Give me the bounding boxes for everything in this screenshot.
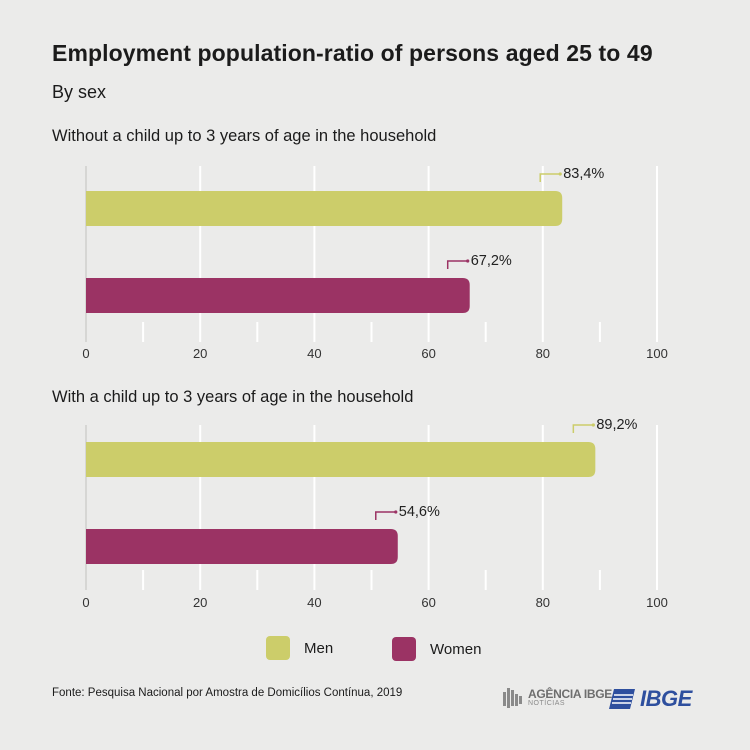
tick-label: 60 <box>421 595 435 610</box>
agencia-line2: NOTÍCIAS <box>528 700 566 707</box>
bar-men <box>86 191 563 226</box>
source-note: Fonte: Pesquisa Nacional por Amostra de … <box>52 687 403 699</box>
tick-label: 80 <box>536 346 550 361</box>
panel-title-without-child: Without a child up to 3 years of age in … <box>52 127 437 145</box>
ibge-mark-icon <box>609 689 635 709</box>
bar-women <box>86 529 398 564</box>
panel-title-with-child: With a child up to 3 years of age in the… <box>52 388 414 406</box>
bar-women <box>86 278 470 313</box>
leader-dot <box>591 423 595 427</box>
tick-label: 0 <box>82 346 89 361</box>
legend-men: Men <box>266 636 333 660</box>
tick-label: 100 <box>646 346 668 361</box>
leader-line <box>446 260 468 269</box>
bar-men <box>86 442 596 477</box>
data-label: 83,4% <box>563 166 604 182</box>
chart-panel-0: 0 20 40 60 80 100 83,4% 67,2% <box>82 166 668 361</box>
chart-panel-1: 0 20 40 60 80 100 89,2% 54,6% <box>82 417 667 610</box>
leader-dot <box>558 172 562 176</box>
tick-label: 100 <box>646 595 668 610</box>
legend-label-women: Women <box>430 640 482 658</box>
data-label: 67,2% <box>471 253 512 269</box>
legend-label-men: Men <box>304 639 334 657</box>
leader-dot <box>466 259 470 263</box>
tick-label: 40 <box>307 346 321 361</box>
agencia-mark-icon <box>503 688 522 708</box>
tick-label: 20 <box>193 346 207 361</box>
tick-label: 20 <box>193 595 207 610</box>
ibge-logo: IBGE <box>608 686 692 712</box>
chart-subtitle: By sex <box>52 82 107 102</box>
legend-swatch-men <box>266 636 290 660</box>
leader-line <box>539 173 561 182</box>
leader-line <box>572 424 594 433</box>
ibge-wordmark: IBGE <box>640 686 692 711</box>
tick-label: 80 <box>536 595 550 610</box>
tick-label: 40 <box>307 595 321 610</box>
tick-label: 60 <box>421 346 435 361</box>
agencia-ibge-logo: AGÊNCIA IBGE NOTÍCIAS <box>502 686 612 710</box>
leader-line <box>375 511 396 520</box>
data-label: 89,2% <box>596 417 637 433</box>
legend-women: Women <box>392 637 481 661</box>
agencia-line1: AGÊNCIA IBGE <box>528 687 612 701</box>
legend-swatch-women <box>392 637 416 661</box>
tick-label: 0 <box>82 595 89 610</box>
chart-title: Employment population-ratio of persons a… <box>52 40 653 66</box>
data-label: 54,6% <box>399 504 440 520</box>
leader-dot <box>394 510 398 514</box>
